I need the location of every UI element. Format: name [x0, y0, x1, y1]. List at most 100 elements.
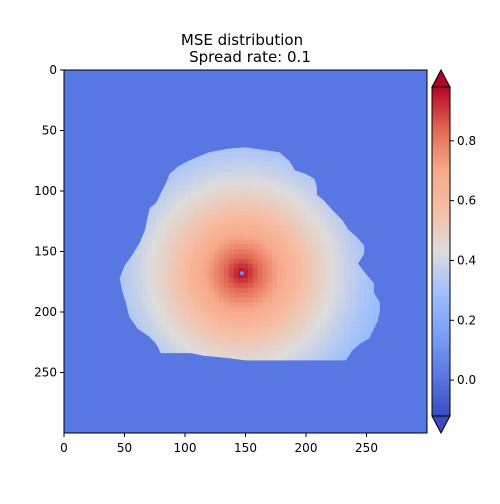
heatmap-cell: [161, 196, 166, 201]
heatmap-cell: [287, 346, 292, 351]
heatmap-cell: [258, 186, 263, 191]
heatmap-cell: [345, 249, 350, 254]
heatmap-cell: [248, 201, 253, 206]
heatmap-cell: [316, 331, 321, 336]
heatmap-cell: [137, 293, 142, 298]
heatmap-cell: [282, 230, 287, 235]
heatmap-cell: [262, 273, 267, 278]
heatmap-cell: [316, 293, 321, 298]
heatmap-cell: [180, 268, 185, 273]
heatmap-cell: [200, 273, 205, 278]
heatmap-cell: [156, 264, 161, 269]
heatmap-cell: [146, 268, 151, 273]
heatmap-cell: [233, 235, 238, 240]
heatmap-cell: [330, 230, 335, 235]
heatmap-cell: [258, 249, 263, 254]
heatmap-cell: [291, 244, 296, 249]
heatmap-cell: [219, 322, 224, 327]
heatmap-cell: [321, 341, 326, 346]
heatmap-cell: [204, 288, 209, 293]
heatmap-cell: [253, 249, 258, 254]
heatmap-cell: [316, 297, 321, 302]
heatmap-cell: [291, 356, 296, 361]
heatmap-cell: [151, 327, 156, 332]
heatmap-cell: [224, 235, 229, 240]
heatmap-cell: [253, 157, 258, 162]
heatmap-cell: [161, 191, 166, 196]
heatmap-cell: [185, 283, 190, 288]
heatmap-cell: [287, 293, 292, 298]
heatmap-cell: [282, 191, 287, 196]
heatmap-cell: [175, 235, 180, 240]
heatmap-cell: [214, 206, 219, 211]
heatmap-cell: [175, 244, 180, 249]
heatmap-cell: [267, 322, 272, 327]
heatmap-cell: [301, 254, 306, 259]
heatmap-cell: [243, 152, 248, 157]
heatmap-cell: [267, 230, 272, 235]
heatmap-cell: [253, 341, 258, 346]
heatmap-cell: [229, 264, 234, 269]
heatmap-cell: [209, 317, 214, 322]
heatmap-cell: [311, 278, 316, 283]
heatmap-cell: [238, 351, 243, 356]
heatmap-cell: [190, 225, 195, 230]
heatmap-cell: [262, 215, 267, 220]
heatmap-cell: [190, 201, 195, 206]
heatmap-cell: [354, 293, 359, 298]
heatmap-cell: [180, 327, 185, 332]
heatmap-cell: [267, 225, 272, 230]
heatmap-cell: [325, 351, 330, 356]
heatmap-cell: [306, 336, 311, 341]
heatmap-cell: [224, 331, 229, 336]
heatmap-cell: [243, 356, 248, 361]
heatmap-cell: [316, 341, 321, 346]
heatmap-cell: [214, 273, 219, 278]
heatmap-cell: [209, 167, 214, 172]
heatmap-cell: [262, 225, 267, 230]
heatmap-cell: [224, 341, 229, 346]
heatmap-cell: [170, 278, 175, 283]
heatmap-cell: [238, 162, 243, 167]
heatmap-cell: [146, 288, 151, 293]
heatmap-cell: [340, 351, 345, 356]
heatmap-cell: [166, 196, 171, 201]
heatmap-cell: [296, 293, 301, 298]
heatmap-cell: [345, 322, 350, 327]
heatmap-cell: [258, 273, 263, 278]
heatmap-cell: [141, 302, 146, 307]
heatmap-cell: [306, 351, 311, 356]
heatmap-cell: [209, 331, 214, 336]
heatmap-cell: [364, 283, 369, 288]
heatmap-cell: [248, 152, 253, 157]
colorbar-tick-label: 0.0: [457, 373, 476, 387]
heatmap-cell: [316, 322, 321, 327]
heatmap-cell: [156, 259, 161, 264]
heatmap-cell: [170, 336, 175, 341]
heatmap-cell: [200, 341, 205, 346]
heatmap-cell: [243, 346, 248, 351]
heatmap-cell: [137, 249, 142, 254]
heatmap-cell: [175, 191, 180, 196]
heatmap-cell: [166, 341, 171, 346]
heatmap-cell: [137, 268, 142, 273]
colorbar-body: [432, 87, 450, 416]
heatmap-cell: [200, 259, 205, 264]
heatmap-cell: [238, 283, 243, 288]
heatmap-cell: [321, 327, 326, 332]
heatmap-cell: [132, 283, 137, 288]
heatmap-cell: [195, 331, 200, 336]
heatmap-cell: [272, 196, 277, 201]
heatmap-cell: [282, 167, 287, 172]
heatmap-cell: [291, 220, 296, 225]
heatmap-cell: [291, 239, 296, 244]
heatmap-cell: [190, 220, 195, 225]
heatmap-cell: [229, 288, 234, 293]
heatmap-cell: [325, 230, 330, 235]
x-tick-label: 0: [60, 441, 68, 455]
heatmap-cell: [306, 297, 311, 302]
heatmap-cell: [325, 268, 330, 273]
heatmap-cell: [214, 278, 219, 283]
heatmap-cell: [321, 230, 326, 235]
heatmap-cell: [345, 264, 350, 269]
